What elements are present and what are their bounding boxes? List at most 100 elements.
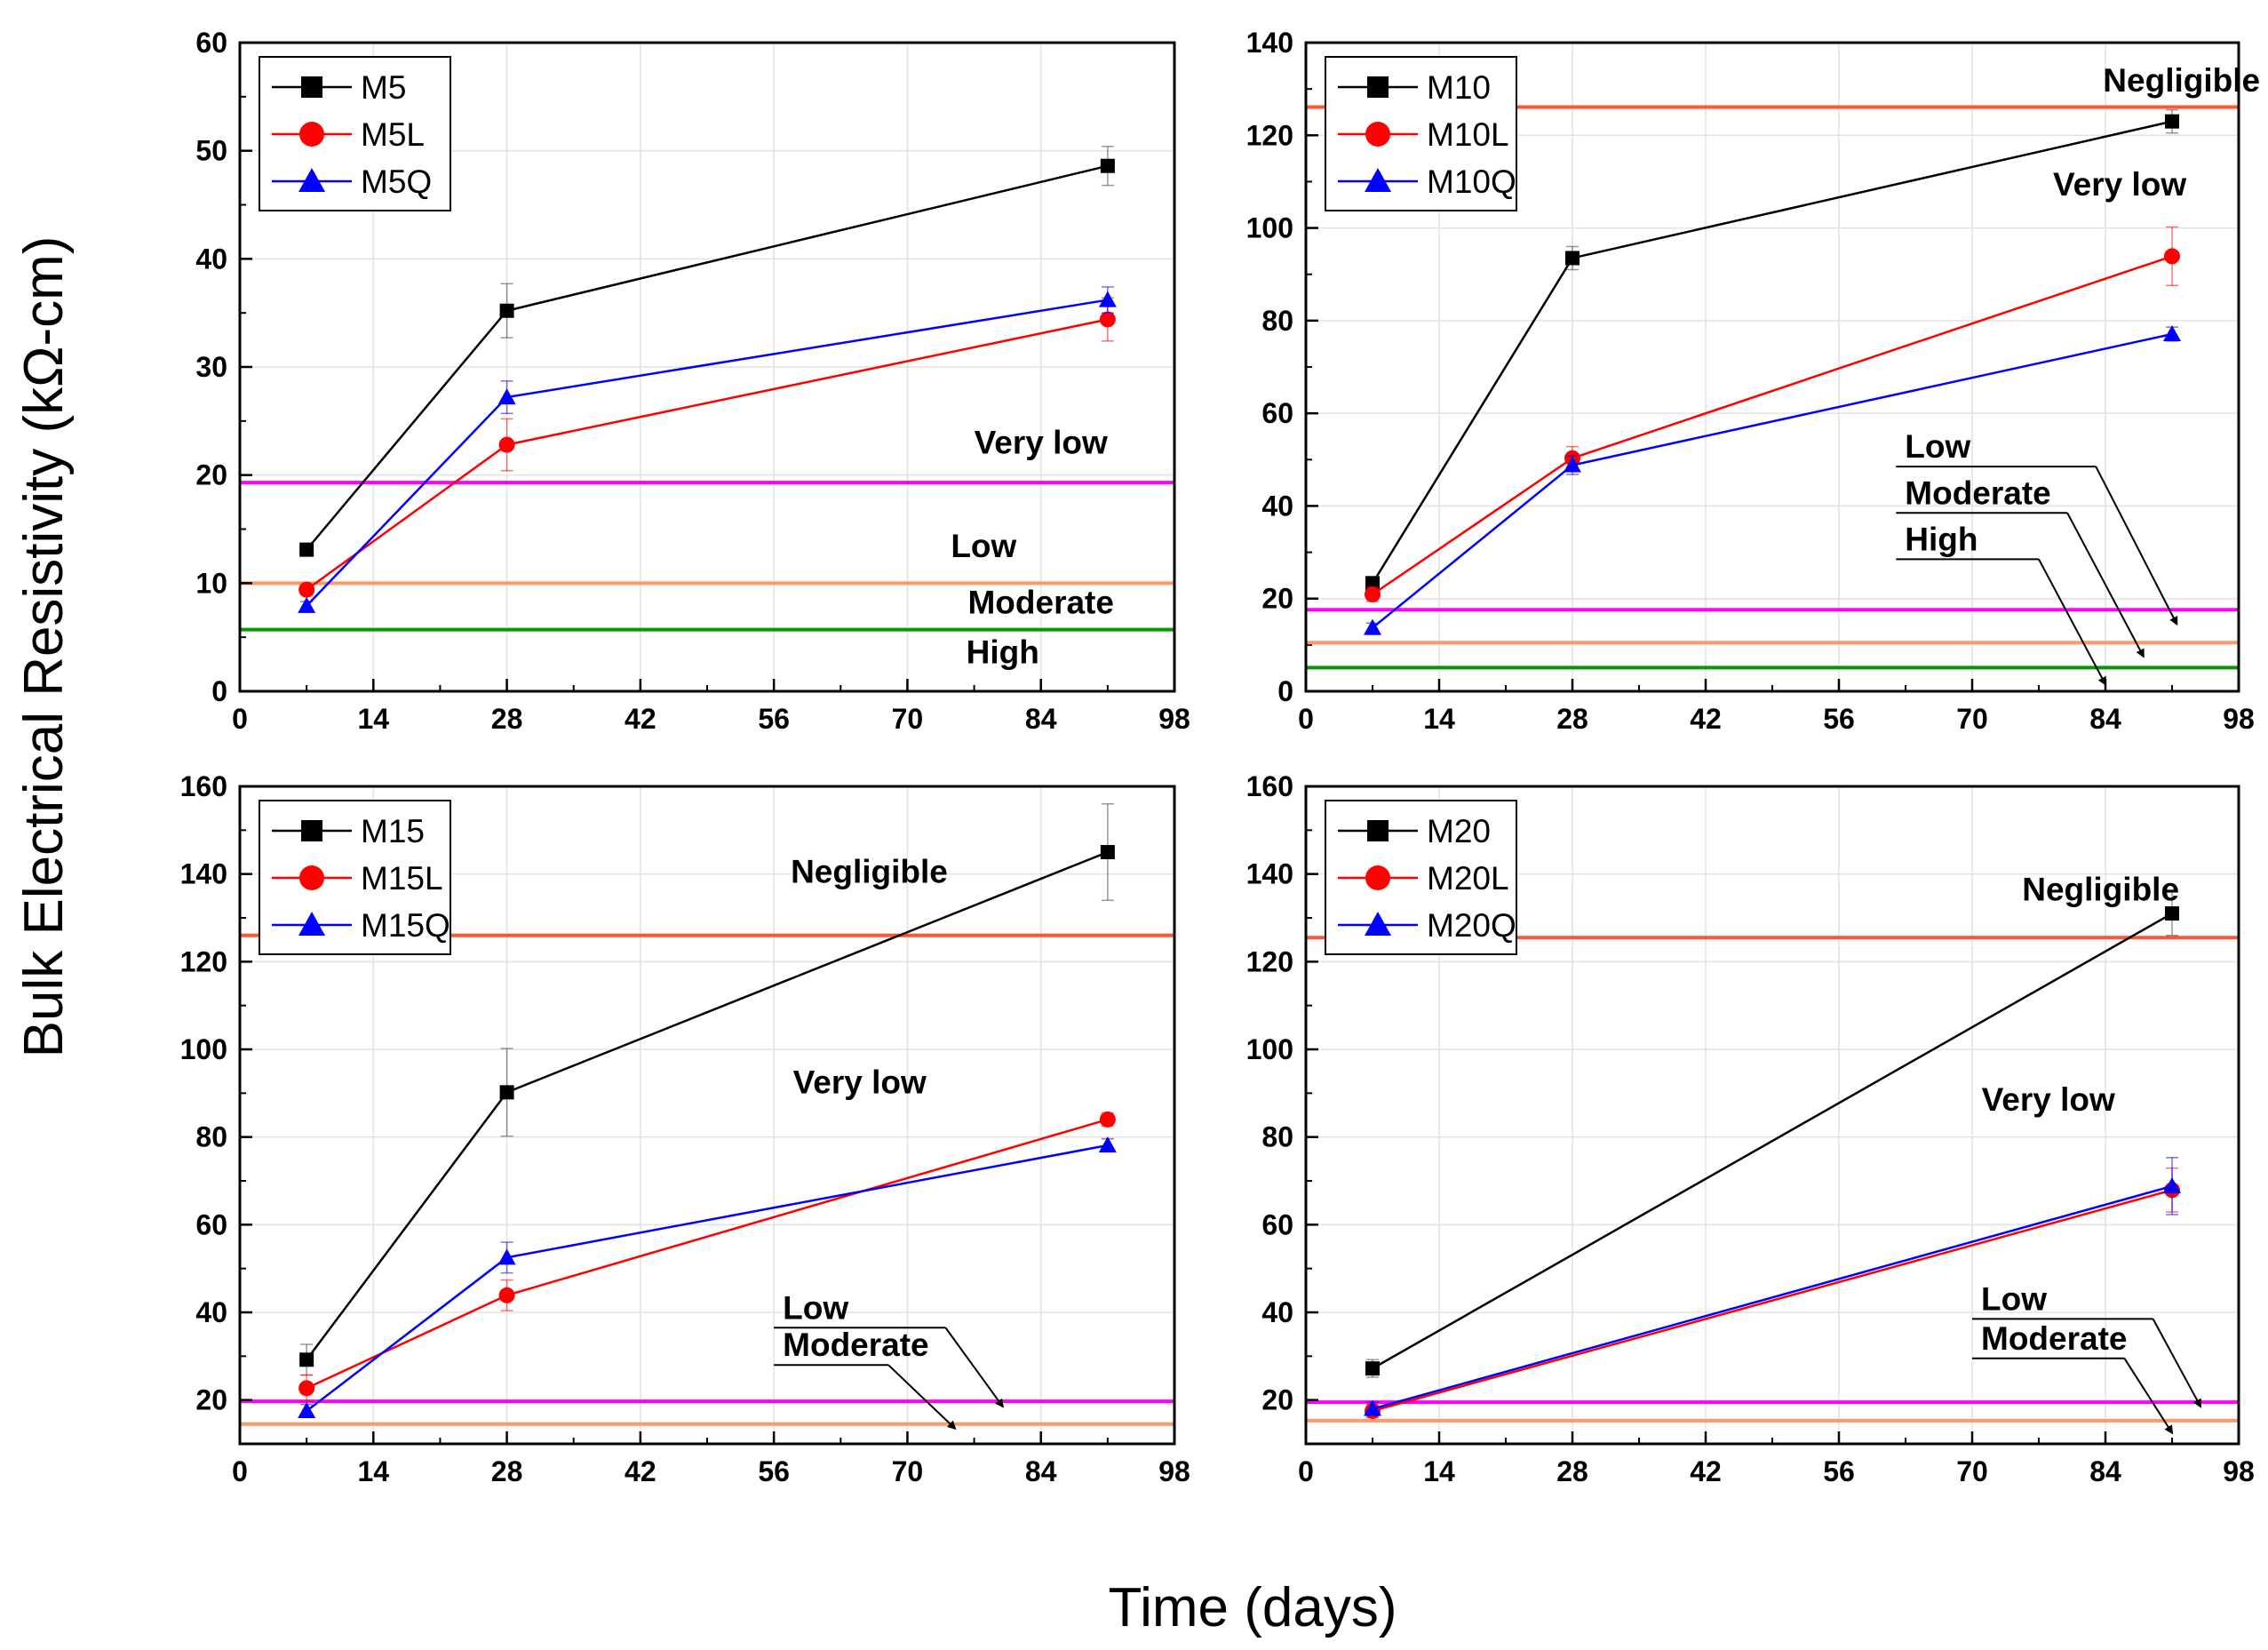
y-tick-label: 50 — [195, 135, 227, 167]
legend-label: M10 — [1427, 69, 1491, 106]
data-point — [1099, 1111, 1116, 1128]
zone-label: Very low — [1982, 1081, 2115, 1118]
plot-frame — [1304, 41, 2240, 693]
x-tick-label: 84 — [1025, 1455, 1057, 1487]
legend: M15 M15L M15Q — [259, 800, 451, 955]
legend-label: M20L — [1427, 860, 1509, 897]
series-M15L — [298, 1111, 1116, 1402]
data-point — [298, 1402, 316, 1418]
series-M20Q — [1364, 1157, 2181, 1416]
y-axis-title: Bulk Electrical Resistivity (kΩ-cm) — [13, 236, 75, 1058]
legend-marker-shape — [1365, 168, 1391, 192]
y-tick-label: 20 — [195, 459, 227, 491]
series-line — [1372, 1189, 2173, 1413]
y-tick-label: 40 — [1261, 1296, 1293, 1328]
x-tick-label: 28 — [1556, 703, 1588, 735]
x-tick-label: 28 — [491, 1455, 523, 1487]
data-point — [1099, 311, 1116, 328]
data-point — [298, 581, 315, 598]
y-tick-label: 100 — [180, 1033, 227, 1065]
plot-frame — [238, 785, 1176, 1446]
zone-label: Very low — [975, 424, 1108, 460]
legend-marker — [1367, 820, 1389, 841]
data-point — [299, 542, 314, 557]
y-tick-label: 100 — [1246, 212, 1293, 244]
plot-frame — [1304, 785, 2240, 1446]
x-tick-label: 70 — [892, 703, 924, 735]
x-tick-label: 70 — [1956, 703, 1988, 735]
zone-label: Negligible — [2022, 871, 2179, 907]
x-tick-label: 70 — [892, 1455, 924, 1487]
y-tick-label: 60 — [1261, 397, 1293, 429]
x-tick-label: 84 — [1025, 703, 1057, 735]
x-tick-label: 56 — [758, 1455, 790, 1487]
annotation-label: High — [1905, 521, 1978, 557]
legend-marker — [298, 168, 325, 192]
x-tick-label: 56 — [1823, 1455, 1855, 1487]
legend-marker-shape — [1365, 912, 1391, 936]
zone-label: Moderate — [967, 584, 1113, 620]
y-tick-label: 40 — [195, 1296, 227, 1328]
y-tick-label: 120 — [1246, 945, 1293, 977]
panel-top-right: Negligible Very low Low Moderate High 0 14 28 42… — [1246, 27, 2261, 735]
legend-marker — [298, 912, 325, 936]
legend-label: M20 — [1427, 813, 1491, 849]
x-tick-label: 14 — [1423, 1455, 1455, 1487]
legend-marker-shape — [1367, 820, 1389, 841]
x-tick-label: 42 — [625, 1455, 657, 1487]
annotation-label: Moderate — [1905, 474, 2050, 511]
zone-label: High — [967, 634, 1039, 670]
y-tick-label: 0 — [1277, 675, 1293, 707]
data-point — [1364, 618, 1381, 635]
data-point — [1100, 158, 1115, 173]
y-tick-label: 60 — [1261, 1208, 1293, 1240]
data-point — [299, 1352, 314, 1367]
series-line — [1372, 255, 2173, 596]
legend-marker — [1367, 76, 1389, 98]
data-point — [499, 303, 514, 318]
x-tick-label: 0 — [1298, 703, 1314, 735]
legend-marker-shape — [299, 865, 324, 890]
series-M15Q — [298, 1136, 1117, 1419]
series-M10Q — [1364, 324, 2181, 635]
series-M5Q — [298, 286, 1117, 613]
x-axis-title: Time (days) — [1109, 1577, 1397, 1638]
series-M5 — [299, 146, 1115, 557]
x-tick-label: 42 — [1690, 703, 1722, 735]
data-point — [2163, 324, 2181, 341]
series-M5L — [298, 297, 1116, 598]
series-line — [1372, 1184, 2173, 1410]
y-tick-label: 10 — [195, 567, 227, 599]
series-line — [306, 164, 1109, 551]
data-point — [498, 436, 515, 453]
legend-label: M5Q — [361, 163, 432, 200]
x-tick-label: 28 — [1556, 1455, 1588, 1487]
legend-label: M5 — [361, 69, 406, 106]
y-tick-label: 120 — [1246, 119, 1293, 151]
y-tick-label: 80 — [1261, 305, 1293, 337]
annotation-label: Moderate — [1981, 1320, 2127, 1357]
legend: M20 M20L M20Q — [1325, 800, 1517, 955]
zone-label: Very low — [793, 1064, 927, 1100]
y-tick-label: 0 — [211, 675, 227, 707]
data-point — [1365, 586, 1381, 603]
zone-label: Negligible — [791, 854, 948, 890]
legend-marker — [299, 865, 324, 890]
x-tick-label: 84 — [2089, 1455, 2121, 1487]
legend-label: M15L — [361, 860, 443, 897]
data-point — [2163, 1176, 2181, 1193]
data-point — [298, 1380, 315, 1397]
legend: M10 M10L M10Q — [1325, 56, 1517, 211]
x-tick-label: 98 — [2223, 703, 2255, 735]
zone-label: Very low — [2053, 166, 2186, 203]
x-tick-label: 0 — [1298, 1455, 1314, 1487]
x-tick-label: 28 — [491, 703, 523, 735]
y-tick-label: 60 — [195, 27, 227, 59]
annotation-arrow — [887, 1364, 957, 1431]
series-M15 — [299, 802, 1115, 1376]
y-tick-label: 140 — [1246, 27, 1293, 59]
annotation-arrow — [2038, 558, 2106, 686]
data-point — [1098, 291, 1117, 307]
